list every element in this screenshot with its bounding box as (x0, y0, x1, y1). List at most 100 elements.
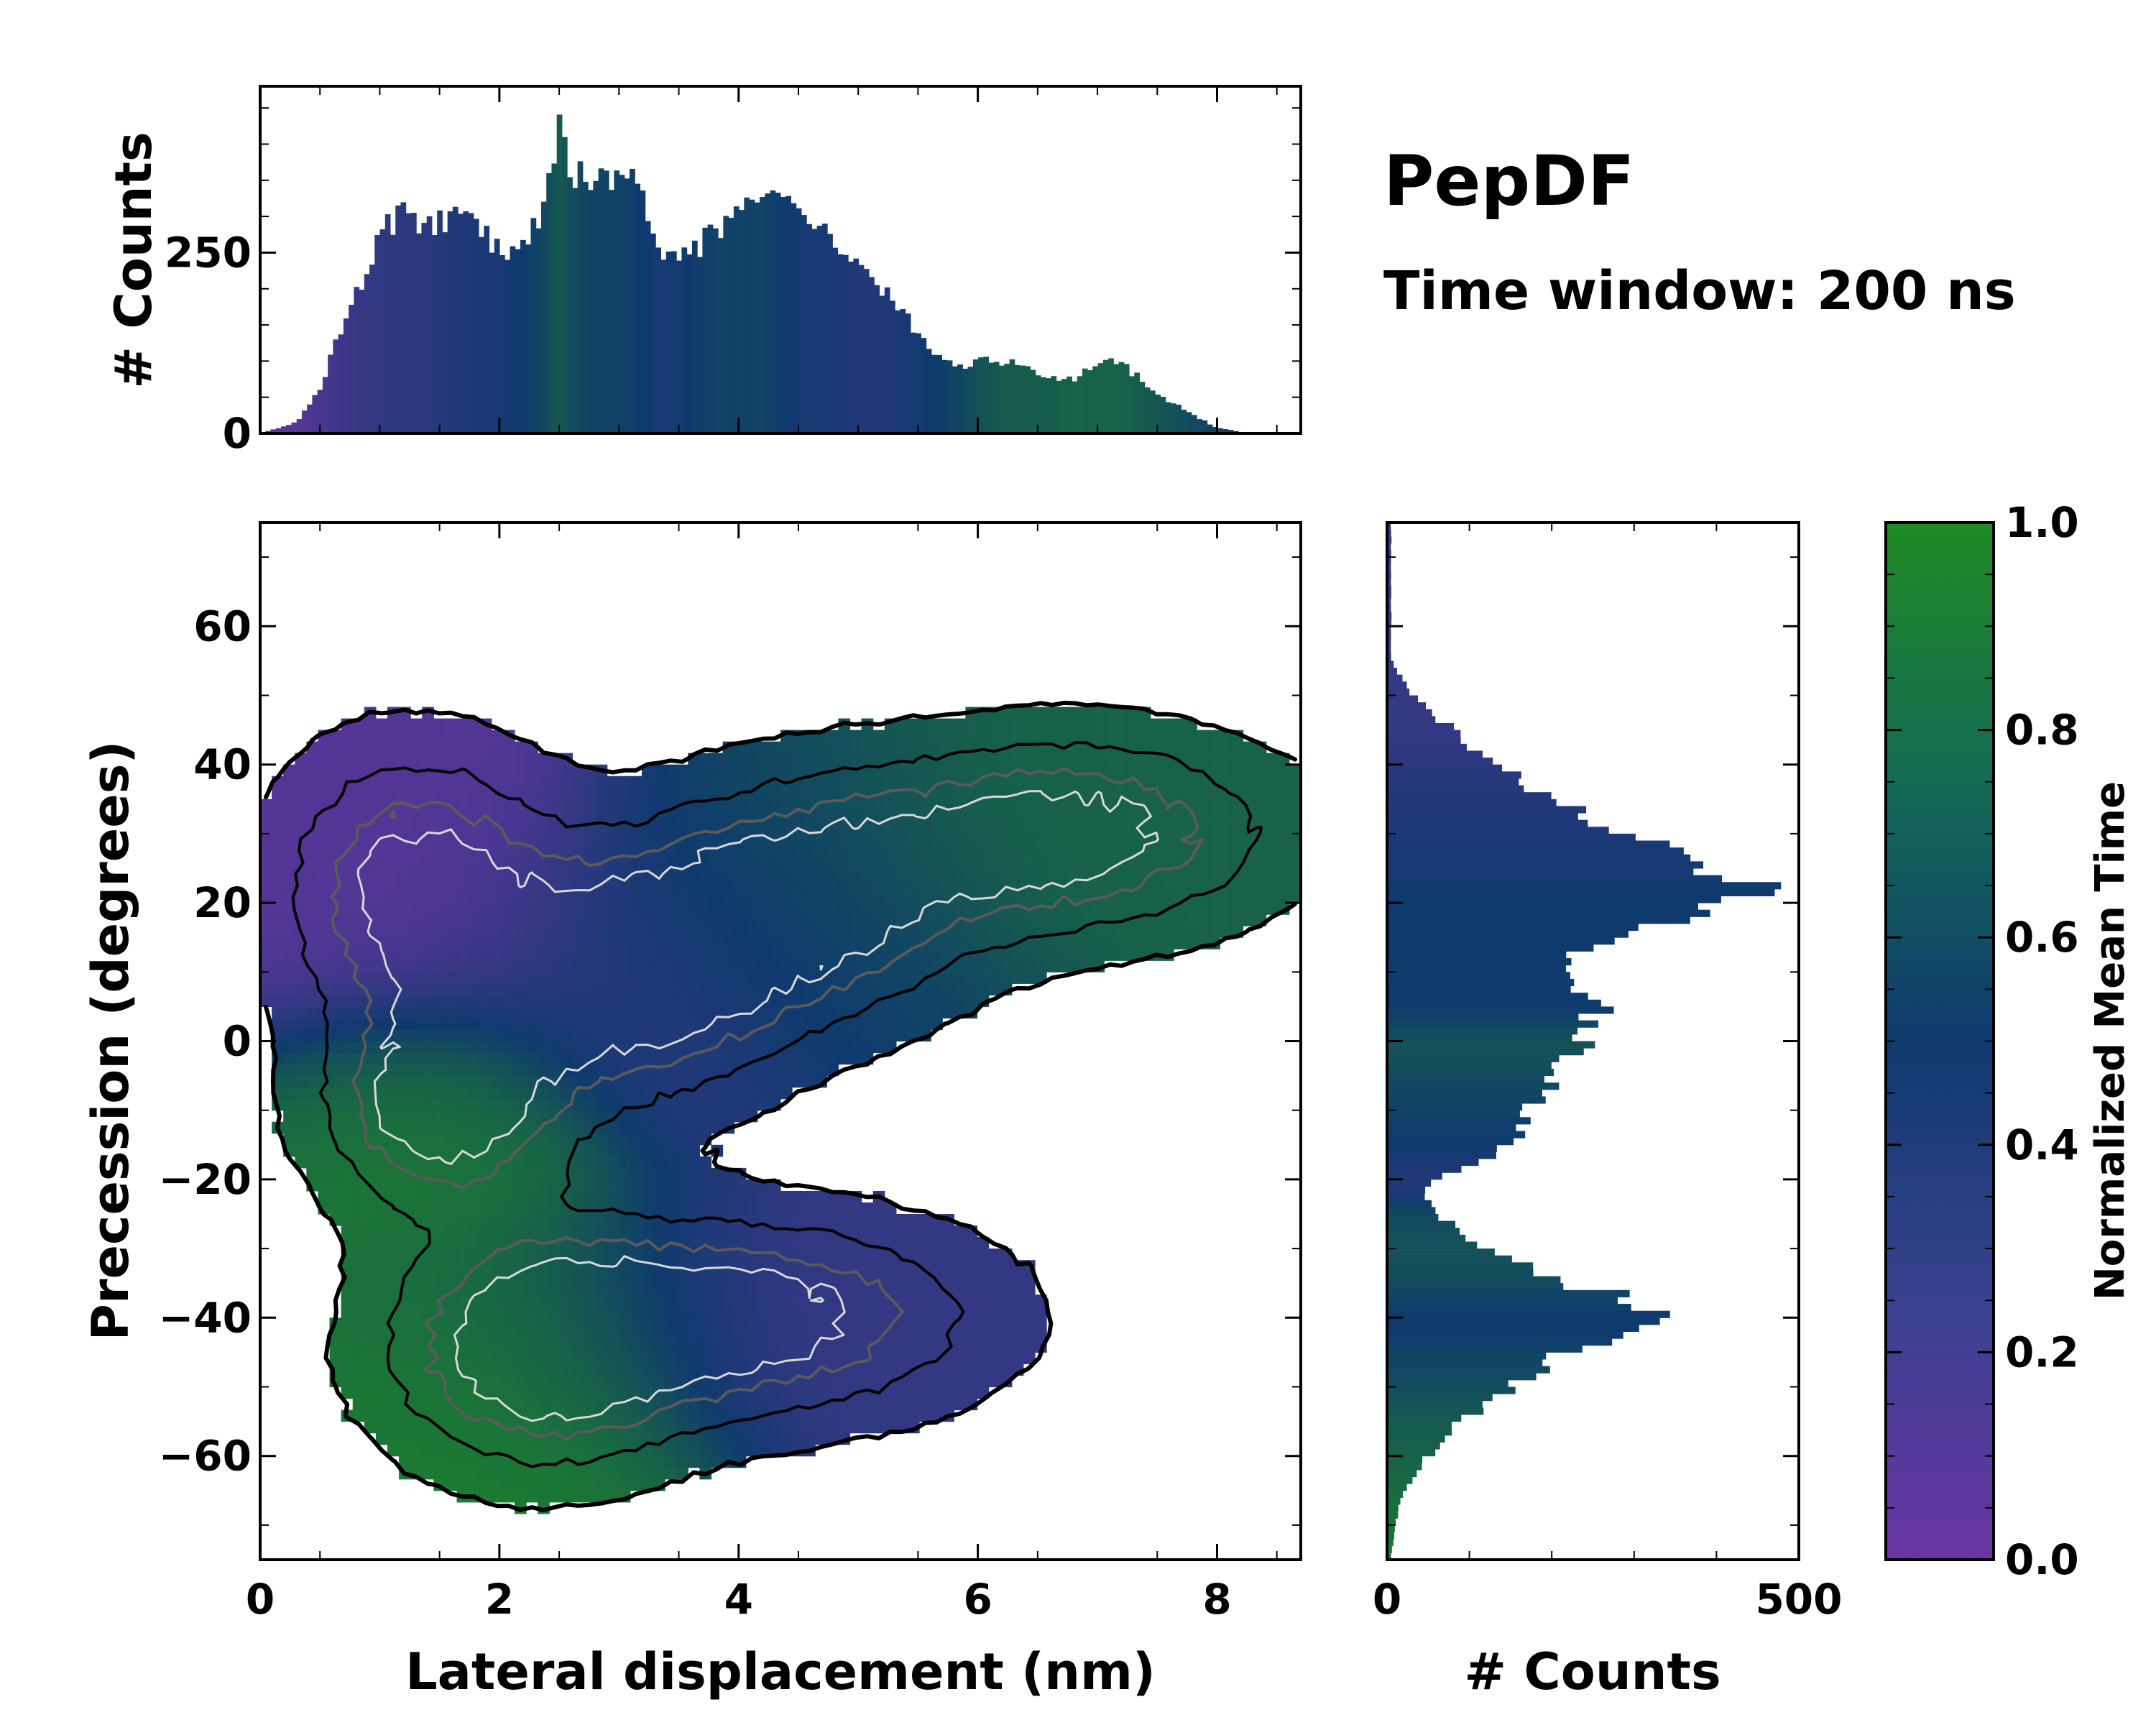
heatmap-cell (768, 937, 781, 949)
heatmap-cell (1081, 949, 1093, 961)
heatmap-cells (260, 707, 1301, 1514)
heatmap-cell (745, 926, 758, 938)
heatmap-cell (1266, 891, 1279, 903)
heatmap-cell (630, 1006, 642, 1019)
heatmap-cell (399, 741, 411, 754)
heatmap-cell (561, 1375, 573, 1388)
heatmap-cell (341, 1167, 354, 1180)
heatmap-cell (491, 960, 504, 972)
heatmap-cell (618, 1179, 631, 1192)
heatmap-cell (884, 972, 897, 984)
heatmap-cell (884, 1237, 897, 1249)
heatmap-cell (283, 856, 295, 869)
right-histogram-bar (1387, 1048, 1584, 1056)
heatmap-cell (468, 1352, 481, 1365)
heatmap-cell (641, 960, 654, 972)
heatmap-cell (826, 1421, 839, 1434)
heatmap-cell (849, 1283, 862, 1295)
heatmap-cell (780, 764, 793, 777)
heatmap-cell (433, 1444, 446, 1457)
heatmap-cell (630, 1467, 642, 1480)
heatmap-cell (919, 856, 931, 869)
heatmap-cell (538, 937, 550, 949)
heatmap-cell (456, 1386, 469, 1399)
heatmap-cell (445, 1248, 458, 1261)
heatmap-cell (375, 1075, 388, 1088)
heatmap-cell (676, 1098, 688, 1111)
heatmap-cell (653, 1110, 665, 1123)
heatmap-cell (884, 1329, 897, 1341)
heatmap-cell (306, 1133, 319, 1146)
heatmap-cell (942, 972, 954, 984)
heatmap-cell (422, 1352, 434, 1365)
heatmap-cell (561, 1075, 573, 1088)
heatmap-cell (479, 1006, 492, 1019)
heatmap-cell (826, 845, 839, 857)
heatmap-cell (734, 845, 747, 857)
heatmap-cell (561, 1006, 573, 1019)
heatmap-cell (445, 1064, 458, 1077)
heatmap-cell (931, 1375, 943, 1388)
heatmap-cell (549, 972, 561, 984)
heatmap-cell (665, 1340, 677, 1353)
heatmap-cell (1069, 753, 1082, 765)
heatmap-cell (387, 1121, 400, 1134)
heatmap-cell (1023, 914, 1036, 926)
heatmap-cell (295, 1029, 307, 1042)
heatmap-cell (502, 1444, 515, 1457)
heatmap-cell (456, 880, 469, 892)
heatmap-cell (502, 1214, 515, 1226)
heatmap-cell (1150, 799, 1163, 811)
heatmap-cell (306, 1029, 319, 1042)
heatmap-cell (665, 868, 677, 880)
right-histogram-bar (1387, 1552, 1391, 1560)
heatmap-cell (399, 995, 411, 1007)
heatmap-cell (641, 949, 654, 961)
heatmap-cell (641, 1444, 654, 1457)
heatmap-cell (884, 1283, 897, 1295)
heatmap-cell (479, 1478, 492, 1491)
heatmap-cell (572, 1179, 585, 1192)
heatmap-cell (734, 1041, 747, 1054)
heatmap-cell (1138, 718, 1151, 731)
heatmap-cell (607, 972, 619, 984)
heatmap-cell (838, 880, 851, 892)
heatmap-cell (1138, 937, 1151, 949)
heatmap-cell (699, 1432, 712, 1445)
heatmap-cell (641, 1317, 654, 1330)
heatmap-cell (1081, 810, 1093, 823)
heatmap-cell (491, 1225, 504, 1238)
heatmap-cell (272, 937, 284, 949)
heatmap-cell (699, 949, 712, 961)
heatmap-cell (352, 1133, 365, 1146)
heatmap-cell (549, 1478, 561, 1491)
heatmap-cell (1034, 1329, 1047, 1341)
heatmap-cell (919, 730, 931, 742)
heatmap-cell (538, 1041, 550, 1054)
heatmap-cell (1127, 753, 1140, 765)
heatmap-cell (838, 891, 851, 903)
heatmap-cell (688, 1167, 700, 1180)
heatmap-cell (329, 1179, 342, 1192)
heatmap-cell (479, 1329, 492, 1341)
heatmap-cell (1092, 845, 1105, 857)
heatmap-cell (1243, 914, 1256, 926)
heatmap-cell (711, 891, 724, 903)
heatmap-cell (792, 799, 804, 811)
heatmap-cell (341, 1283, 354, 1295)
heatmap-cell (931, 776, 943, 788)
heatmap-cell (422, 1375, 434, 1388)
heatmap-cell (630, 1271, 642, 1284)
right-histogram-bar (1387, 1497, 1401, 1505)
heatmap-cell (792, 1006, 804, 1019)
heatmap-cell (653, 983, 665, 995)
top-histogram-bar (905, 313, 911, 433)
heatmap-cell (502, 1248, 515, 1261)
right-histogram-bar (1387, 993, 1588, 1000)
heatmap-cell (607, 1121, 619, 1134)
heatmap-cell (607, 845, 619, 857)
heatmap-cell (422, 1306, 434, 1318)
heatmap-cell (1046, 868, 1059, 880)
right-histogram-bar (1387, 806, 1587, 814)
heatmap-cell (792, 1432, 804, 1445)
